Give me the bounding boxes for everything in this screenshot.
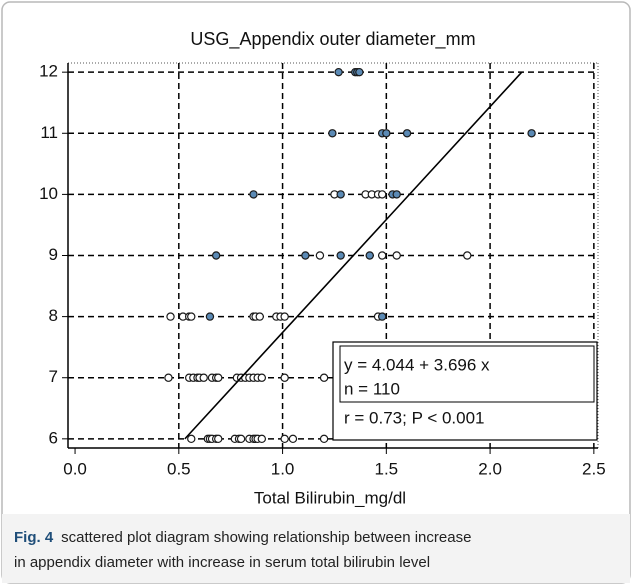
stats-box — [332, 341, 598, 441]
regression-line — [184, 71, 523, 440]
point — [211, 251, 221, 260]
point — [319, 434, 329, 444]
chart-title: USG_Appendix outer diameter_mm — [190, 29, 475, 50]
point — [187, 312, 196, 321]
x-tick-label: 2.0 — [478, 459, 502, 478]
point — [334, 67, 343, 77]
point — [392, 190, 401, 199]
point — [205, 312, 215, 321]
point — [392, 251, 401, 260]
point — [164, 373, 173, 382]
point — [355, 67, 364, 77]
point — [382, 129, 391, 138]
stats-text: n = 110 — [344, 379, 400, 398]
point — [301, 251, 310, 260]
point — [257, 373, 267, 382]
y-tick-label: 11 — [40, 123, 58, 142]
y-tick-label: 7 — [49, 367, 58, 386]
point — [336, 251, 345, 260]
x-tick-label: 2.5 — [582, 459, 606, 478]
stats-text: r = 0.73; P < 0.001 — [344, 408, 485, 427]
x-tick-label: 1.0 — [271, 459, 295, 478]
point — [166, 312, 175, 321]
x-tick-label: 1.5 — [375, 459, 399, 478]
x-axis-label: Total Bilirubin_mg/dl — [254, 488, 406, 507]
stats-text: y = 4.044 + 3.696 x — [344, 355, 490, 374]
stats-inner-box — [339, 345, 595, 403]
point — [249, 190, 258, 199]
x-tick-label: 0.0 — [63, 459, 87, 478]
point — [319, 373, 329, 382]
point — [255, 312, 264, 321]
y-tick-label: 10 — [39, 184, 58, 203]
point — [377, 251, 387, 260]
point — [315, 251, 325, 260]
point — [199, 373, 208, 382]
caption-line: in appendix diameter with increase in se… — [14, 554, 430, 571]
point — [336, 190, 345, 199]
y-tick-label: 8 — [49, 306, 58, 325]
point — [527, 129, 536, 138]
y-tick-label: 6 — [49, 428, 58, 447]
point — [257, 434, 267, 444]
point — [236, 434, 246, 444]
caption-label: Fig. 4 — [14, 529, 54, 546]
point — [187, 434, 196, 444]
point — [280, 312, 289, 321]
x-tick-label: 0.5 — [167, 459, 191, 478]
point — [402, 129, 412, 138]
point — [463, 251, 472, 260]
point — [288, 434, 298, 444]
caption-line: scattered plot diagram showing relations… — [61, 529, 471, 546]
point — [214, 373, 223, 382]
y-tick-label: 12 — [39, 62, 58, 81]
point — [214, 434, 223, 444]
point — [280, 373, 289, 382]
point — [328, 129, 337, 138]
point — [365, 251, 374, 260]
point — [377, 190, 387, 199]
caption: Fig. 4 scattered plot diagram showing rel… — [14, 529, 471, 546]
point — [280, 434, 289, 444]
point — [377, 312, 387, 321]
caption-panel — [2, 514, 630, 583]
y-tick-label: 9 — [49, 245, 58, 264]
